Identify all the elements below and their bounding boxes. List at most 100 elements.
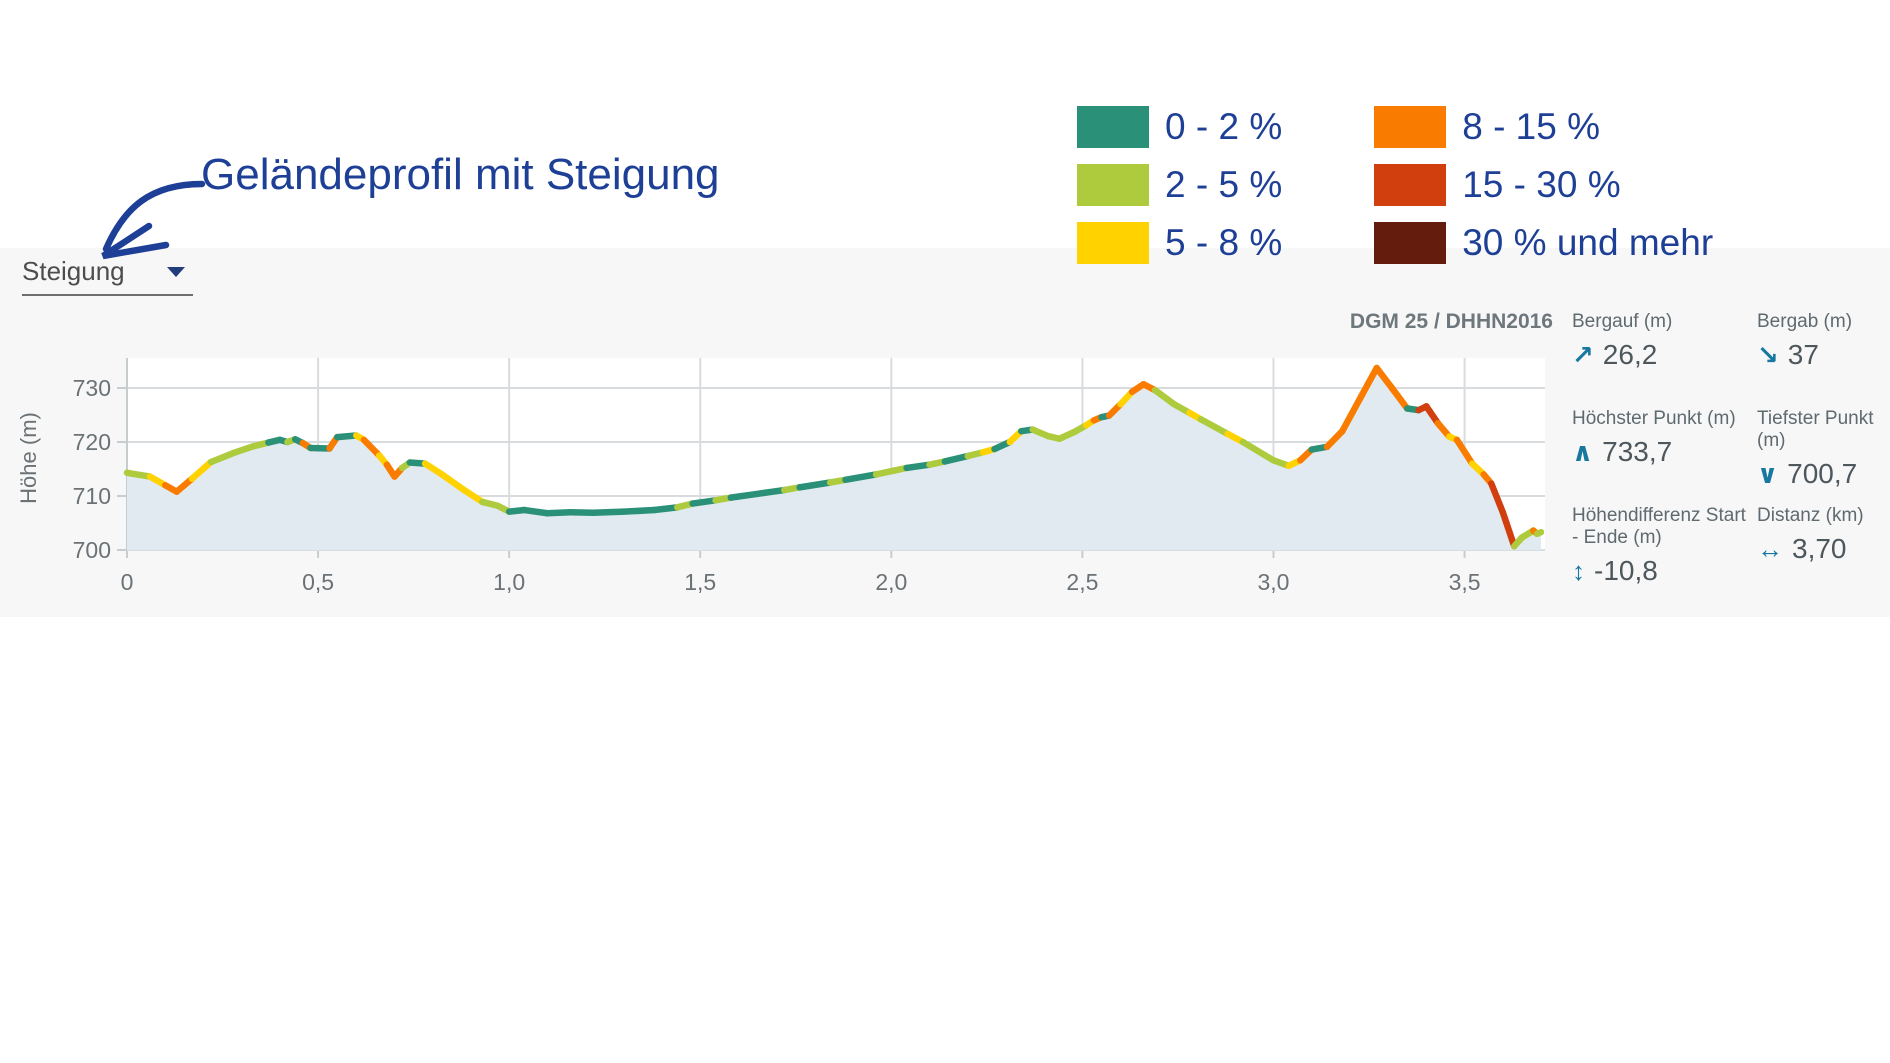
stat-label: Bergauf (m) [1572,311,1673,332]
legend-item-label: 2 - 5 % [1165,164,1283,205]
profile-slope-segment [1423,403,1442,427]
profile-slope-segment [1239,438,1277,464]
stat-chevron-up: Höchster Punkt (m) ∧ 733,7 [1572,408,1757,505]
annotation-arrow [101,180,206,260]
data-source-label: DGM 25 / DHHN2016 [1349,310,1553,333]
stat-label: Höhendifferenz Start - Ende (m) [1572,505,1746,548]
legend-item: 2 - 5 % [1077,164,1282,206]
x-tick-label: 0,5 [302,569,334,595]
profile-slope-segment [360,436,383,459]
stat-number: 700,7 [1787,458,1858,489]
stat-number: 733,7 [1602,436,1673,467]
profile-slope-segment [689,497,719,507]
profile-slope-segment [1197,416,1231,438]
x-tick-label: 3,5 [1449,569,1481,595]
y-tick-label: 700 [73,537,111,563]
slope-legend: 0 - 2 % 2 - 5 % 5 - 8 % 8 - 15 % 15 - 30 % 3… [1077,106,1713,280]
profile-slope-segment [460,486,486,506]
stat-value: ∧ 733,7 [1572,436,1757,468]
legend-item-label: 15 - 30 % [1462,164,1621,205]
profile-slope-segment [1339,392,1365,435]
chevron-down-icon[interactable] [167,266,185,277]
annotation-title: Geländeprofil mit Steigung [201,150,720,199]
profile-slope-segment [230,443,257,457]
x-tick-label: 1,0 [493,569,525,595]
profile-slope-segment [544,508,574,517]
legend-column-left: 0 - 2 % 2 - 5 % 5 - 8 % [1077,106,1282,280]
stat-label: Höchster Punkt (m) [1572,408,1736,429]
x-tick-label: 2,0 [875,569,907,595]
legend-item-label: 30 % und mehr [1462,222,1714,263]
y-tick-label: 730 [73,375,111,401]
legend-item: 8 - 15 % [1374,106,1713,148]
profile-slope-segment [1388,384,1411,412]
arrow-up-down-icon: ↕ [1572,555,1585,586]
stat-value: ∨ 700,7 [1757,458,1890,490]
legend-item-label: 5 - 8 % [1165,222,1283,263]
profile-slope-segment [173,475,196,495]
chevron-up-icon: ∧ [1572,436,1594,467]
stat-label: Distanz (km) [1757,505,1864,526]
profile-statistics: Bergauf (m) ↗ 26,2 Bergab (m) ↘ 37 Höchster Pu… [1572,311,1890,602]
profile-slope-segment [567,508,597,516]
profile-slope-segment [1453,436,1476,467]
profile-slope-segment [796,479,834,491]
stat-chevron-down: Tiefster Punkt (m) ∨ 700,7 [1757,408,1890,505]
legend-swatch [1077,164,1149,206]
legend-column-right: 8 - 15 % 15 - 30 % 30 % und mehr [1374,106,1713,280]
profile-slope-segment [842,471,880,484]
stat-value: ↗ 26,2 [1572,339,1757,371]
profile-slope-segment [903,461,933,472]
stat-number: 3,70 [1792,533,1847,564]
legend-item-label: 8 - 15 % [1462,106,1601,147]
profile-slope-segment [1358,364,1380,400]
stat-number: -10,8 [1594,555,1658,586]
profile-slope-segment [1488,480,1507,516]
profile-slope-segment [1499,508,1518,550]
profile-slope-segment [1323,427,1346,451]
stat-number: 26,2 [1602,339,1658,370]
x-tick-label: 1,5 [684,569,716,595]
stat-value: ↔ 3,70 [1757,533,1890,565]
slope-dropdown[interactable]: Steigung [22,256,193,296]
legend-swatch [1077,222,1149,264]
profile-slope-segment [521,506,551,517]
profile-slope-segment [207,449,238,466]
chevron-down-icon: ∨ [1757,458,1779,489]
x-tick-label: 0 [121,569,134,595]
y-tick-label: 720 [73,429,111,455]
profile-slope-segment [941,452,972,465]
y-tick-label: 710 [73,483,111,509]
stat-arrow-left-right: Distanz (km) ↔ 3,70 [1757,505,1890,602]
profile-slope-segment [1151,386,1178,408]
profile-slope-segment [1373,364,1396,392]
x-tick-label: 3,0 [1257,569,1289,595]
arrow-down-right-icon: ↘ [1757,339,1779,370]
profile-slope-segment [758,486,788,497]
slope-dropdown-label: Steigung [22,256,125,286]
y-axis-title: Höhe (m) [16,412,41,504]
legend-item: 30 % und mehr [1374,222,1713,264]
profile-slope-segment [620,506,658,515]
stat-value: ↕ -10,8 [1572,555,1757,587]
stat-arrow-up-down: Höhendifferenz Start - Ende (m) ↕ -10,8 [1572,505,1757,602]
stat-arrow-up-right: Bergauf (m) ↗ 26,2 [1572,311,1757,408]
legend-item: 0 - 2 % [1077,106,1282,148]
stat-value: ↘ 37 [1757,339,1890,371]
stat-label: Tiefster Punkt (m) [1757,408,1874,451]
stat-number: 37 [1787,339,1819,370]
legend-swatch [1374,222,1447,264]
legend-item: 5 - 8 % [1077,222,1282,264]
profile-slope-segment [188,458,215,482]
legend-swatch [1374,164,1447,206]
legend-swatch [1374,106,1447,148]
profile-slope-segment [123,469,154,480]
arrow-left-right-icon: ↔ [1757,533,1783,564]
x-tick-label: 2,5 [1066,569,1098,595]
profile-slope-segment [1533,528,1545,538]
legend-item-label: 0 - 2 % [1165,106,1283,147]
profile-slope-segment [651,504,681,514]
legend-item: 15 - 30 % [1374,164,1713,206]
